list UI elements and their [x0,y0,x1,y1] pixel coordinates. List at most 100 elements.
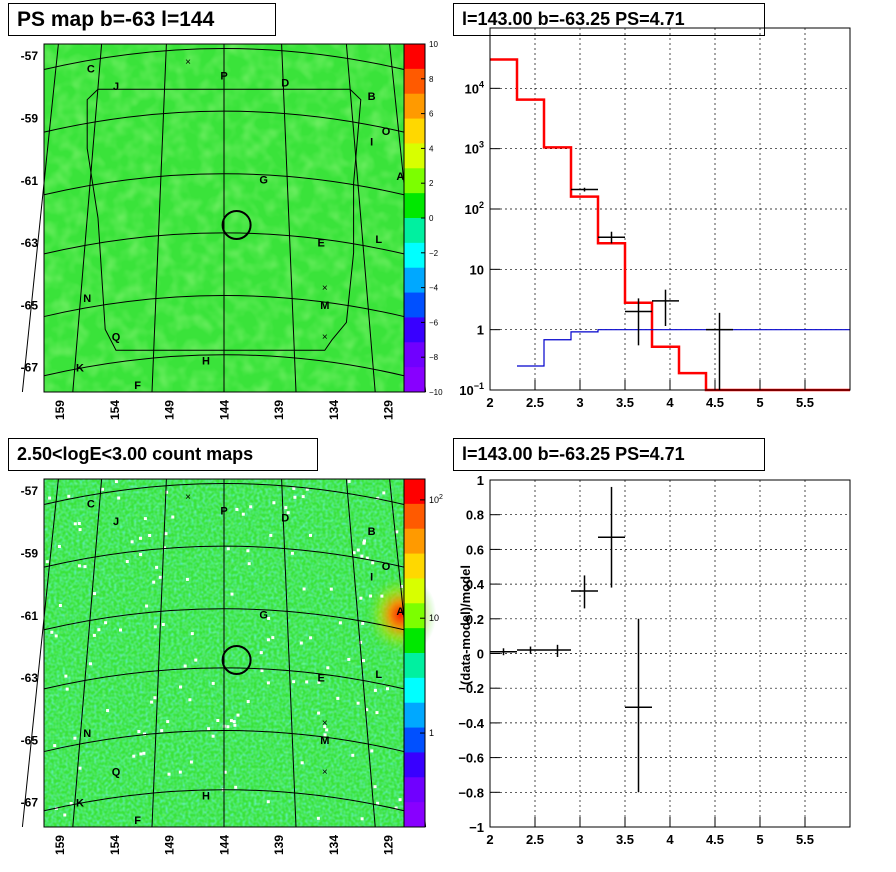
x-tick-label: 3.5 [616,395,634,410]
bright-pixel [229,719,233,723]
colorbar-segment [404,727,425,753]
map-x-tick-label: 144 [217,400,231,420]
bright-pixel [211,734,215,738]
x-tick-label: 3.5 [616,832,634,847]
source-label-g: G [259,610,268,622]
bright-pixel [382,491,386,495]
bright-pixel [190,632,194,636]
x-tick-label: 2.5 [526,832,544,847]
bright-pixel [351,753,355,757]
bright-pixel [97,628,101,632]
bright-pixel [371,561,375,565]
bright-pixel [376,801,380,805]
bright-pixel [114,480,118,484]
colorbar-segment [404,802,425,828]
map-x-tick-label: 144 [217,835,231,855]
x-tick-label: 5 [756,832,763,847]
spectrum-plot: 2 2.5 3 3.5 4 4.5 5 5.5 10−1 1 10 102 103 104 [459,27,851,410]
map-y-tick-label: -59 [21,546,39,560]
bright-pixel [189,760,193,764]
colorbar-segment [404,93,425,120]
y-tick-label: 0.8 [466,508,484,523]
bright-pixel [77,522,81,525]
source-circle [221,209,252,240]
bright-pixel [359,596,363,600]
bright-pixel [50,630,54,634]
x-tick-label: 2.5 [526,395,544,410]
colorbar-tick-label: −8 [429,353,439,362]
x-tick-label: 3 [576,395,583,410]
longitude-gridline [72,478,103,828]
source-label-m: M [320,300,329,312]
source-label-a: A [396,171,404,183]
bright-pixel [158,575,162,579]
colorbar-segment [404,193,425,219]
colorbar-tick-label: 6 [429,110,434,119]
colorbar-segment [404,653,425,679]
residual-plot: 2 2.5 3 3.5 4 4.5 5 5.5 1 0.8 0.6 0.4 0.2 0 −0.2 −0.4 −0… [458,473,851,847]
bright-pixel [166,720,170,724]
bright-pixel [226,725,230,729]
bright-pixel [132,754,136,758]
bright-pixel [292,486,296,490]
x-marker: × [322,283,328,294]
bright-pixel [69,802,73,805]
bright-pixel [183,664,187,668]
map-x-tick-label: 139 [272,835,286,855]
colorbar-segment [404,677,425,704]
bright-pixel [106,709,110,712]
bright-pixel [178,770,182,774]
bright-pixel [249,505,253,509]
map-y-tick-label: -61 [21,609,39,623]
bright-pixel [67,494,71,498]
colorbar-segment [404,267,425,294]
bright-pixel [338,621,342,625]
bright-pixel [73,736,77,740]
y-tick-label: 10−1 [459,381,484,398]
tl-panel-title: PS map b=-63 l=144 [8,3,276,36]
map-x-tick-label: 129 [382,835,396,855]
x-marker: × [322,332,328,343]
bright-pixel [247,562,251,566]
x-marker: × [322,767,328,778]
map-x-tick-label: 139 [272,400,286,420]
count-map-panel: × × × C J P D B OI A G E L N M Q H K F -57 -59 -61 -63 -65 -67 15… [21,478,443,855]
source-label-k: K [76,363,84,375]
map-x-tick-label: 159 [53,400,67,420]
bright-pixel [293,495,297,499]
bright-pixel [299,641,303,645]
bright-pixel [73,522,77,526]
bright-pixel [233,723,237,727]
background-step-line [517,329,850,367]
y-tick-label: 102 [465,200,484,217]
bright-pixel [64,674,68,678]
source-label-f: F [134,380,141,392]
x-tick-label: 5 [756,395,763,410]
bright-pixel [305,487,309,491]
bright-pixel [395,530,399,534]
tr-panel-title: l=143.00 b=-63.25 PS=4.71 [453,3,765,36]
bright-pixel [375,711,379,715]
longitude-gridline [151,478,167,828]
source-label-i: I [370,136,373,148]
longitude-gridline [72,43,103,393]
bright-pixel [300,761,304,765]
map-y-tick-label: -65 [21,733,39,747]
bright-pixel [139,752,143,756]
bright-pixel [365,556,369,560]
bright-pixel [309,533,312,537]
bright-pixel [92,633,96,637]
y-tick-label: 1 [477,473,484,488]
bright-pixel [271,636,275,640]
source-label-e: E [318,237,325,249]
y-tick-label: −0.8 [458,785,484,800]
bright-pixel [53,744,57,748]
colorbar-tick-label: 10 [429,613,439,623]
bright-pixel [323,733,327,737]
colorbar-segment [404,777,425,803]
source-label-l: L [375,234,382,246]
bright-pixel [125,560,129,563]
bright-pixel [93,592,96,596]
source-label-b: B [368,526,376,538]
